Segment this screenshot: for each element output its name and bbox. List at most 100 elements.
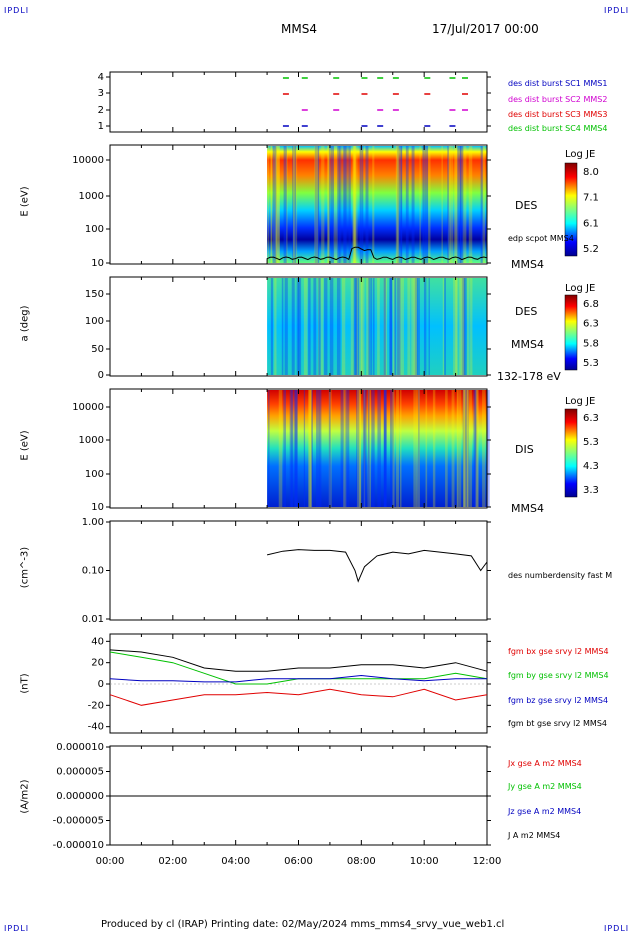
- burst-ytick-label: 3: [98, 88, 104, 99]
- dis-energy-heatmap-stripe: [457, 390, 462, 507]
- des-energy-heatmap-stripe: [468, 146, 473, 263]
- dis-energy-heatmap-stripe: [463, 390, 466, 507]
- des-pitch-heatmap-stripe: [284, 278, 288, 375]
- des-energy-heatmap-stripe: [365, 146, 369, 263]
- des-energy-heatmap-stripe: [480, 146, 484, 263]
- des-energy-heatmap-stripe: [293, 146, 298, 263]
- time-tick-label: 04:00: [221, 856, 250, 867]
- burst-legend-4: des dist burst SC4 MMS4: [508, 124, 608, 133]
- des-pitch-cbar-title: Log JE: [565, 283, 596, 294]
- des-energy-colorbar-tick: 5.2: [583, 244, 599, 255]
- dis-energy-heatmap-stripe: [465, 390, 469, 507]
- time-tick-label: 10:00: [410, 856, 439, 867]
- des-pitch-heatmap-stripe: [358, 278, 363, 375]
- des-pitch-heatmap: [267, 278, 487, 375]
- time-tick-label: 08:00: [347, 856, 376, 867]
- des-pitch-range: 132-178 eV: [497, 370, 561, 383]
- des-pitch-heatmap-stripe: [298, 278, 302, 375]
- dis-energy-heatmap-stripe: [278, 390, 283, 507]
- dis-energy-heatmap-stripe: [474, 390, 478, 507]
- des-pitch-heatmap-stripe: [389, 278, 392, 375]
- des-pitch-heatmap-stripe: [350, 278, 355, 375]
- dis-energy-heatmap-stripe: [486, 390, 490, 507]
- des-pitch-heatmap-stripe: [383, 278, 386, 375]
- dis-energy-heatmap-stripe: [363, 390, 366, 507]
- des-pitch-heatmap-stripe: [383, 278, 386, 375]
- dis-energy-heatmap-stripe: [345, 390, 350, 507]
- jx-legend: Jx gse A m2 MMS4: [508, 759, 582, 768]
- by-legend: fgm by gse srvy l2 MMS4: [508, 671, 609, 680]
- dis-energy-heatmap-stripe: [359, 390, 362, 507]
- dis-energy-heatmap-stripe: [293, 390, 298, 507]
- dis-energy-heatmap-stripe: [396, 390, 399, 507]
- bt-legend: fgm bt gse srvy l2 MMS4: [508, 719, 607, 728]
- current-ytick-label: 0.000000: [56, 791, 104, 802]
- des-energy-heatmap-stripe: [457, 146, 460, 263]
- dis-energy-cbar-title: Log JE: [565, 396, 596, 407]
- des-energy-heatmap-stripe: [317, 146, 320, 263]
- des-pitch-heatmap-stripe: [461, 278, 465, 375]
- des-pitch-sc: MMS4: [511, 338, 544, 351]
- des-pitch-ylabel: a (deg): [19, 305, 31, 342]
- corner-label-tr: IPDLI: [604, 6, 630, 15]
- dis-energy-heatmap-stripe: [384, 390, 387, 507]
- des-energy-heatmap-stripe: [352, 146, 355, 263]
- des-energy-heatmap-stripe: [354, 146, 356, 263]
- des-pitch-heatmap-stripe: [370, 278, 373, 375]
- time-tick-label: 12:00: [473, 856, 502, 867]
- dis-energy-heatmap-stripe: [316, 390, 320, 507]
- des-energy-heatmap-stripe: [275, 146, 280, 263]
- des-energy-heatmap-stripe: [361, 146, 364, 263]
- des-pitch-heatmap-stripe: [308, 278, 311, 375]
- des-energy-heatmap-stripe: [327, 146, 330, 263]
- scpot-label: edp scpot MMS4: [508, 234, 574, 243]
- des-energy-heatmap-stripe: [271, 146, 273, 263]
- dis-energy-heatmap-stripe: [475, 390, 478, 507]
- des-energy-heatmap-stripe: [327, 146, 330, 263]
- des-pitch-heatmap-stripe: [413, 278, 417, 375]
- dis-energy-heatmap-stripe: [377, 390, 381, 507]
- dis-energy-heatmap-stripe: [475, 390, 479, 507]
- des-energy-ylabel: E (eV): [19, 186, 31, 217]
- burst-ytick-label: 4: [98, 72, 104, 83]
- des-energy-heatmap-stripe: [459, 146, 462, 263]
- des-pitch-heatmap-stripe: [458, 278, 463, 375]
- des-energy-heatmap-stripe: [275, 146, 280, 263]
- current-ytick-label: 0.000010: [56, 742, 104, 753]
- des-pitch-ytick-label: 150: [85, 289, 104, 300]
- dis-energy-colorbar-tick: 3.3: [583, 485, 599, 496]
- des-energy-heatmap-stripe: [344, 146, 348, 263]
- des-pitch-heatmap-stripe: [400, 278, 404, 375]
- des-pitch-heatmap-stripe: [462, 278, 465, 375]
- des-pitch-heatmap-stripe: [453, 278, 458, 375]
- des-energy-heatmap-stripe: [353, 146, 358, 263]
- des-pitch-heatmap-stripe: [296, 278, 300, 375]
- dis-energy-colorbar-tick: 5.3: [583, 437, 599, 448]
- dis-energy-heatmap-stripe: [384, 390, 387, 507]
- des-pitch-heatmap-stripe: [396, 278, 400, 375]
- des-energy-heatmap-stripe: [441, 146, 443, 263]
- des-pitch-heatmap-stripe: [368, 278, 371, 375]
- des-energy-heatmap-stripe: [335, 146, 338, 263]
- des-pitch-heatmap-stripe: [414, 278, 418, 375]
- des-energy-heatmap-stripe: [422, 146, 425, 263]
- des-pitch-heatmap-stripe: [366, 278, 370, 375]
- time-tick-label: 06:00: [284, 856, 313, 867]
- des-energy-heatmap-stripe: [333, 146, 336, 263]
- des-energy-heatmap-stripe: [285, 146, 288, 263]
- des-pitch-heatmap-stripe: [467, 278, 470, 375]
- des-pitch-heatmap-stripe: [392, 278, 396, 375]
- des-pitch-heatmap-stripe: [390, 278, 393, 375]
- des-pitch-heatmap-stripe: [399, 278, 402, 375]
- des-energy-heatmap-stripe: [372, 146, 375, 263]
- des-pitch-heatmap-stripe: [320, 278, 324, 375]
- date-title: 17/Jul/2017 00:00: [432, 22, 539, 36]
- des-pitch-heatmap-stripe: [270, 278, 273, 375]
- burst-legend-2: des dist burst SC2 MMS2: [508, 95, 608, 104]
- density-legend: des numberdensity fast M: [508, 571, 613, 580]
- des-energy-heatmap-stripe: [292, 146, 297, 263]
- des-energy-ytick-label: 1000: [79, 191, 104, 202]
- j-legend: J A m2 MMS4: [508, 831, 561, 840]
- dis-energy-heatmap-stripe: [425, 390, 428, 507]
- jy-legend: Jy gse A m2 MMS4: [508, 782, 582, 791]
